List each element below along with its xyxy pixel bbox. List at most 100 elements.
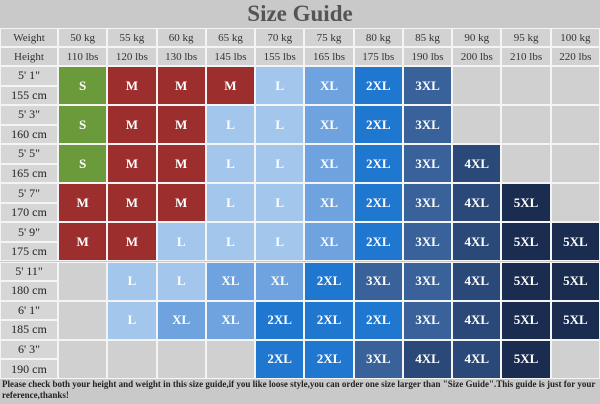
height-ft: 6' 1" (0, 300, 58, 321)
size-cell: 3XL (402, 66, 453, 106)
size-cell: L (107, 261, 157, 301)
empty-cell (58, 300, 108, 340)
size-cell: M (156, 66, 206, 106)
size-cell: 4XL (452, 300, 502, 340)
size-cell: L (255, 105, 305, 145)
size-cell: L (205, 222, 256, 262)
size-cell: 5XL (501, 222, 551, 262)
height-cm: 175 cm (0, 241, 58, 262)
empty-cell (550, 339, 600, 379)
weight-kg: 75 kg (304, 28, 354, 47)
size-cell: L (156, 261, 206, 301)
size-cell: XL (304, 66, 354, 106)
size-cell: 3XL (402, 144, 453, 184)
size-cell: XL (304, 183, 354, 223)
title: Size Guide (247, 1, 353, 26)
height-cm: 190 cm (0, 359, 58, 379)
empty-cell (501, 105, 551, 145)
empty-cell (501, 66, 551, 106)
size-cell: M (156, 183, 206, 223)
weight-lbs: 145 lbs (205, 47, 256, 66)
empty-cell (501, 144, 551, 184)
size-cell: XL (156, 300, 206, 340)
empty-cell (452, 66, 502, 106)
size-cell: 3XL (353, 339, 403, 379)
size-cell: M (156, 105, 206, 145)
size-cell: 3XL (402, 261, 453, 301)
size-cell: 5XL (501, 261, 551, 301)
weight-kg: 85 kg (402, 28, 453, 47)
size-cell: 3XL (402, 183, 453, 223)
size-cell: 2XL (353, 144, 403, 184)
size-cell: L (205, 105, 256, 145)
size-cell: 3XL (402, 300, 453, 340)
size-cell: 4XL (452, 339, 502, 379)
size-cell: XL (304, 222, 354, 262)
size-cell: M (58, 183, 108, 223)
weight-lbs: 155 lbs (255, 47, 305, 66)
size-cell: L (255, 222, 305, 262)
weight-lbs: 110 lbs (58, 47, 108, 66)
weight-kg: 65 kg (205, 28, 256, 47)
size-cell: S (58, 66, 108, 106)
size-cell: 2XL (353, 183, 403, 223)
size-cell: M (107, 66, 157, 106)
size-cell: L (255, 144, 305, 184)
weight-kg: 100 kg (550, 28, 600, 47)
size-cell: 3XL (353, 261, 403, 301)
height-cm: 185 cm (0, 320, 58, 340)
weight-lbs: 165 lbs (304, 47, 354, 66)
weight-lbs: 200 lbs (452, 47, 502, 66)
empty-cell (205, 339, 256, 379)
height-ft: 5' 7" (0, 183, 58, 203)
size-cell: 2XL (255, 339, 305, 379)
size-cell: S (58, 105, 108, 145)
size-cell: 5XL (501, 339, 551, 379)
size-cell: XL (205, 300, 256, 340)
size-cell: 2XL (255, 300, 305, 340)
weight-lbs: 190 lbs (402, 47, 453, 66)
height-cm: 165 cm (0, 163, 58, 184)
empty-cell (156, 339, 206, 379)
weight-kg: 70 kg (255, 28, 305, 47)
size-cell: 3XL (402, 222, 453, 262)
size-cell: L (205, 144, 256, 184)
weight-lbs: 130 lbs (156, 47, 206, 66)
size-cell: M (107, 222, 157, 262)
size-cell: 2XL (353, 105, 403, 145)
weight-kg: 50 kg (58, 28, 108, 47)
height-cm: 155 cm (0, 85, 58, 106)
size-cell: L (255, 66, 305, 106)
weight-kg: 55 kg (107, 28, 157, 47)
empty-cell (550, 105, 600, 145)
weight-lbs: 175 lbs (353, 47, 403, 66)
size-cell: S (58, 144, 108, 184)
size-cell: 2XL (304, 339, 354, 379)
size-cell: XL (304, 105, 354, 145)
height-label: Height (0, 47, 58, 66)
empty-cell (58, 261, 108, 301)
size-cell: 4XL (452, 144, 502, 184)
height-ft: 5' 11" (0, 261, 58, 282)
size-cell: 5XL (501, 300, 551, 340)
size-cell: 2XL (353, 300, 403, 340)
size-cell: M (107, 105, 157, 145)
size-cell: L (107, 300, 157, 340)
size-cell: 4XL (402, 339, 453, 379)
height-ft: 5' 3" (0, 105, 58, 125)
size-cell: 4XL (452, 183, 502, 223)
height-ft: 5' 9" (0, 222, 58, 242)
size-cell: M (156, 144, 206, 184)
size-cell: L (205, 183, 256, 223)
size-cell: XL (255, 261, 305, 301)
height-cm: 170 cm (0, 202, 58, 223)
height-cm: 160 cm (0, 124, 58, 145)
size-cell: L (255, 183, 305, 223)
size-cell: XL (205, 261, 256, 301)
size-cell: 5XL (550, 261, 600, 301)
weight-lbs: 220 lbs (550, 47, 600, 66)
weight-kg: 90 kg (452, 28, 502, 47)
weight-kg: 95 kg (501, 28, 551, 47)
weight-kg: 60 kg (156, 28, 206, 47)
